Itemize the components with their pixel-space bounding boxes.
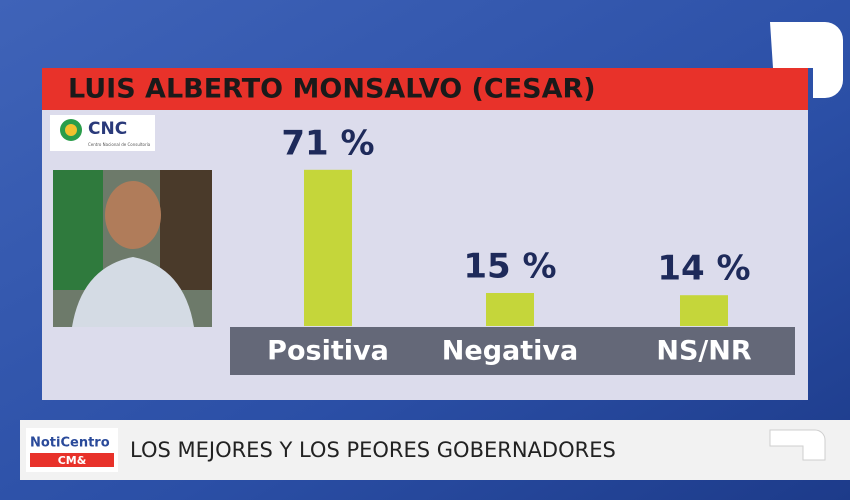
channel-logo (770, 22, 843, 98)
bar (304, 169, 352, 326)
value-label: 14 % (657, 249, 750, 289)
chart: 71 % Positiva 15 % Negativa 14 % NS/NR (267, 123, 752, 366)
ticker-brand-sub-bg (30, 453, 114, 467)
title-bar (42, 68, 808, 110)
chart-title: LUIS ALBERTO MONSALVO (CESAR) (68, 74, 596, 105)
ticker-bar (20, 420, 850, 480)
category-label: NS/NR (656, 336, 752, 367)
ticker-brand-sub: CM& (58, 454, 87, 467)
photo (160, 170, 212, 290)
bar (486, 293, 534, 326)
photo (105, 181, 161, 249)
value-label: 71 % (281, 123, 374, 163)
photo (53, 170, 103, 290)
category-label: Positiva (267, 336, 389, 367)
ticker-channel-logo (769, 429, 826, 461)
value-label: 15 % (463, 247, 556, 287)
source-subtitle: Centro Nacional de Consultoría (88, 142, 151, 147)
bar (680, 295, 728, 326)
ticker-brand: NotiCentro (30, 436, 110, 451)
category-band (230, 327, 795, 375)
source-name: CNC (88, 119, 127, 139)
source-logo-icon (65, 124, 77, 136)
ticker-headline: LOS MEJORES Y LOS PEORES GOBERNADORES (130, 438, 616, 462)
category-label: Negativa (442, 336, 578, 367)
photo (72, 257, 194, 327)
